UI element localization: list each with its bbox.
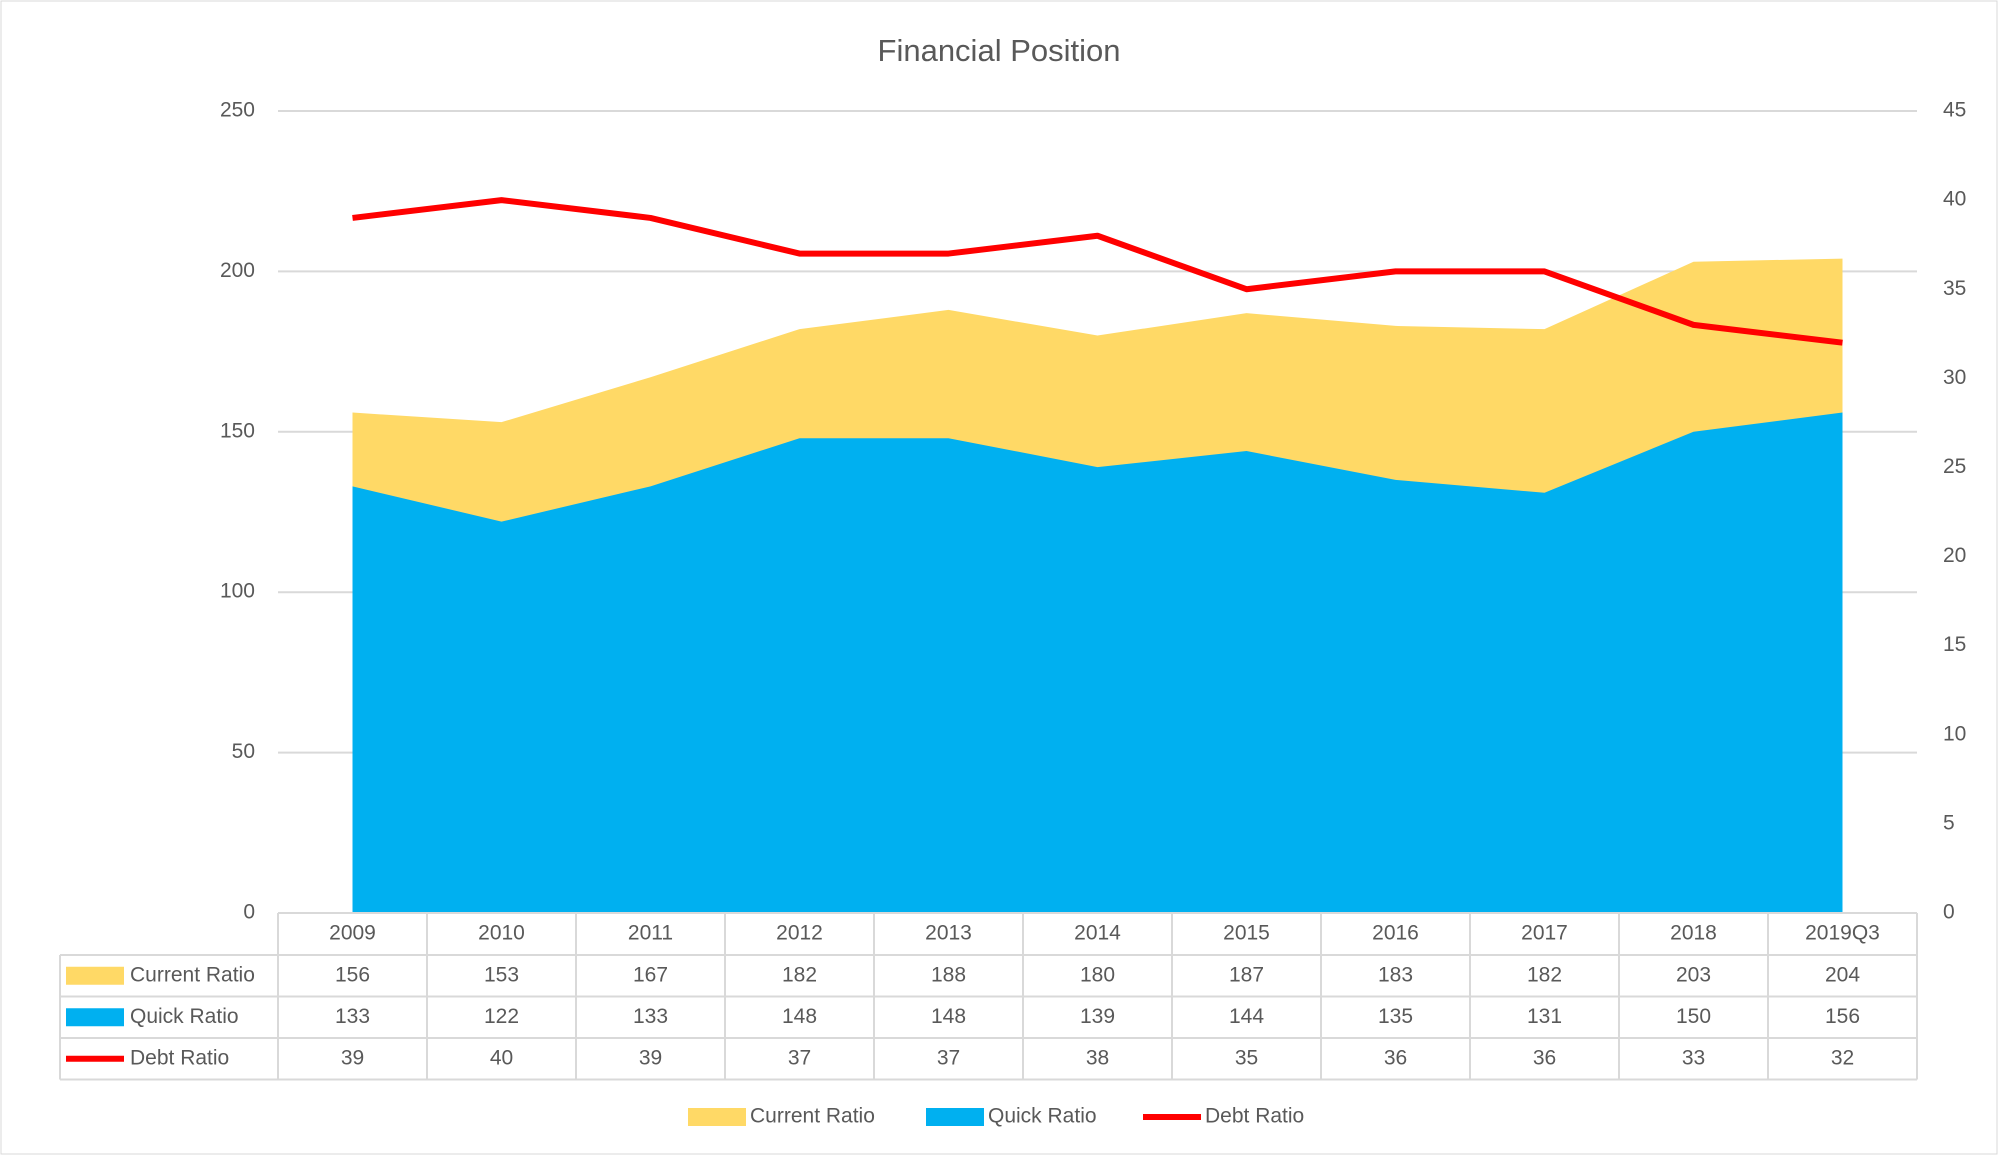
table-value: 36 (1533, 1046, 1556, 1069)
y2-tick-label: 0 (1943, 901, 1955, 924)
table-value: 203 (1676, 963, 1711, 986)
legend-label: Current Ratio (750, 1105, 875, 1128)
table-row-label: Current Ratio (130, 963, 255, 986)
x-tick-label: 2011 (628, 922, 673, 945)
table-value: 156 (335, 963, 370, 986)
table-value: 133 (633, 1005, 668, 1028)
table-value: 133 (335, 1005, 370, 1028)
x-tick-label: 2019Q3 (1805, 922, 1880, 945)
y2-tick-label: 40 (1943, 188, 1966, 211)
table-value: 150 (1676, 1005, 1711, 1028)
table-value: 37 (788, 1046, 811, 1069)
y2-tick-label: 5 (1943, 811, 1955, 834)
table-legend-key (66, 966, 124, 985)
legend-label: Quick Ratio (988, 1105, 1097, 1128)
table-value: 139 (1080, 1005, 1115, 1028)
table-value: 122 (484, 1005, 519, 1028)
table-value: 156 (1825, 1005, 1860, 1028)
y-tick-label: 250 (220, 99, 255, 122)
y2-tick-label: 30 (1943, 366, 1966, 389)
table-value: 182 (782, 963, 817, 986)
y2-tick-label: 20 (1943, 544, 1966, 567)
x-tick-label: 2010 (478, 922, 525, 945)
x-tick-label: 2013 (925, 922, 972, 945)
y2-tick-label: 15 (1943, 633, 1966, 656)
table-value: 32 (1831, 1046, 1854, 1069)
table-value: 135 (1378, 1005, 1413, 1028)
table-value: 39 (639, 1046, 662, 1069)
table-value: 38 (1086, 1046, 1109, 1069)
y-tick-label: 200 (220, 259, 255, 282)
table-value: 40 (490, 1046, 513, 1069)
chart-title: Financial Position (878, 33, 1121, 68)
y-tick-label: 150 (220, 419, 255, 442)
x-tick-label: 2014 (1074, 922, 1121, 945)
table-value: 148 (931, 1005, 966, 1028)
table-value: 33 (1682, 1046, 1705, 1069)
table-value: 182 (1527, 963, 1562, 986)
x-tick-label: 2018 (1670, 922, 1717, 945)
table-value: 131 (1527, 1005, 1562, 1028)
table-value: 144 (1229, 1005, 1264, 1028)
line (352, 197, 1843, 346)
table-value: 153 (484, 963, 519, 986)
y-tick-label: 50 (232, 740, 255, 763)
table-row-label: Quick Ratio (130, 1005, 239, 1028)
legend-label: Debt Ratio (1205, 1105, 1304, 1128)
y2-tick-label: 25 (1943, 455, 1966, 478)
y2-tick-label: 35 (1943, 277, 1966, 300)
x-tick-label: 2012 (776, 922, 823, 945)
x-tick-label: 2017 (1521, 922, 1568, 945)
y2-tick-label: 45 (1943, 99, 1966, 122)
area (352, 412, 1843, 913)
table-row-label: Debt Ratio (130, 1046, 229, 1069)
y-tick-label: 0 (243, 901, 255, 924)
table-legend-key (66, 1008, 124, 1027)
table-value: 39 (341, 1046, 364, 1069)
table-value: 35 (1235, 1046, 1258, 1069)
table-value: 36 (1384, 1046, 1407, 1069)
table-value: 37 (937, 1046, 960, 1069)
x-tick-label: 2015 (1223, 922, 1270, 945)
x-tick-label: 2016 (1372, 922, 1419, 945)
table-value: 187 (1229, 963, 1264, 986)
legend-key (688, 1108, 746, 1126)
table-value: 188 (931, 963, 966, 986)
y2-tick-label: 10 (1943, 722, 1966, 745)
table-value: 167 (633, 963, 668, 986)
y-tick-label: 100 (220, 580, 255, 603)
table-value: 204 (1825, 963, 1860, 986)
legend-key (926, 1108, 984, 1126)
table-value: 148 (782, 1005, 817, 1028)
table-value: 180 (1080, 963, 1115, 986)
table-value: 183 (1378, 963, 1413, 986)
x-tick-label: 2009 (329, 922, 376, 945)
